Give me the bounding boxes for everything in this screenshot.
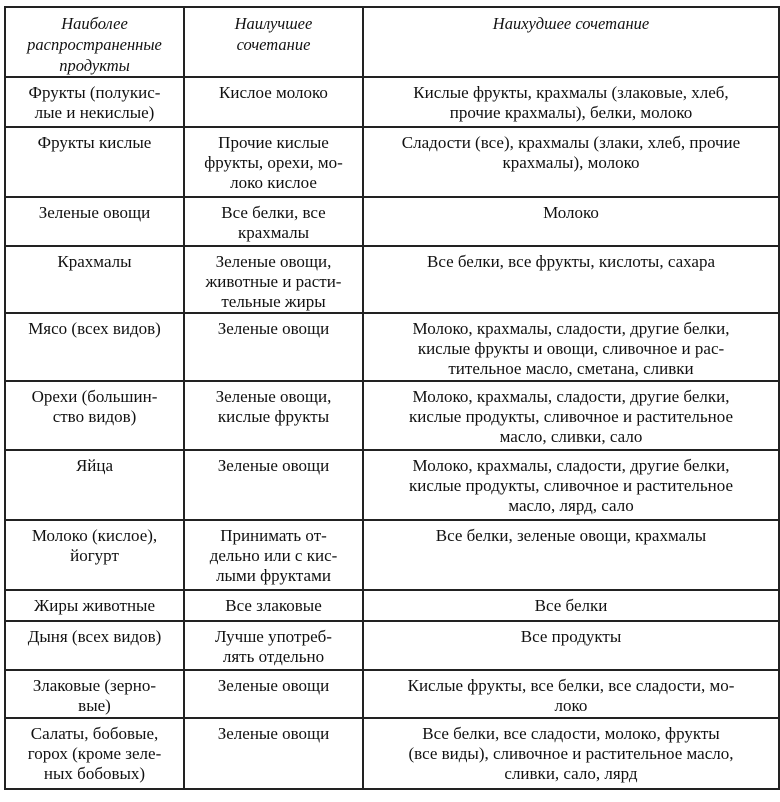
worst-combination-cell: Молоко, крахмалы, сладости, другие белки… (362, 380, 780, 451)
best-combination-cell: Зеленые овощи (183, 449, 364, 521)
product-cell: Мясо (всех видов) (4, 312, 185, 382)
product-cell: Фрукты (полукис- лые и некислые) (4, 76, 185, 128)
table-row: Дыня (всех видов) Лучше употреб- лять отд… (4, 620, 780, 671)
table-row: Крахмалы Зеленые овощи, животные и расти-… (4, 245, 780, 314)
worst-combination-cell: Молоко, крахмалы, сладости, другие белки… (362, 312, 780, 382)
table-row: Фрукты (полукис- лые и некислые) Кислое м… (4, 76, 780, 128)
product-cell: Крахмалы (4, 245, 185, 314)
header-products: Наиболее распространенные продукты (4, 6, 185, 78)
best-combination-cell: Лучше употреб- лять отдельно (183, 620, 364, 671)
product-cell: Фрукты кислые (4, 126, 185, 198)
header-best: Наилучшее сочетание (183, 6, 364, 78)
best-combination-cell: Кислое молоко (183, 76, 364, 128)
table-row: Салаты, бобовые, горох (кроме зеле- ных … (4, 717, 780, 790)
header-row: Наиболее распространенные продукты Наилу… (4, 6, 780, 78)
product-cell: Злаковые (зерно- вые) (4, 669, 185, 719)
worst-combination-cell: Все белки, все сладости, молоко, фрукты … (362, 717, 780, 790)
product-cell: Жиры животные (4, 589, 185, 622)
best-combination-cell: Зеленые овощи, животные и расти- тельные… (183, 245, 364, 314)
best-combination-cell: Все злаковые (183, 589, 364, 622)
table-row: Жиры животные Все злаковые Все белки (4, 589, 780, 622)
worst-combination-cell: Все белки, зеленые овощи, крахмалы (362, 519, 780, 591)
product-cell: Яйца (4, 449, 185, 521)
best-combination-cell: Зеленые овощи (183, 312, 364, 382)
best-combination-cell: Зеленые овощи, кислые фрукты (183, 380, 364, 451)
header-worst: Наихудшее сочетание (362, 6, 780, 78)
product-cell: Орехи (большин- ство видов) (4, 380, 185, 451)
worst-combination-cell: Молоко, крахмалы, сладости, другие белки… (362, 449, 780, 521)
product-cell: Дыня (всех видов) (4, 620, 185, 671)
worst-combination-cell: Сладости (все), крахмалы (злаки, хлеб, п… (362, 126, 780, 198)
table-row: Орехи (большин- ство видов) Зеленые овощи… (4, 380, 780, 451)
product-cell: Молоко (кислое), йогурт (4, 519, 185, 591)
best-combination-cell: Зеленые овощи (183, 669, 364, 719)
worst-combination-cell: Все продукты (362, 620, 780, 671)
table-row: Мясо (всех видов) Зеленые овощи Молоко, кр… (4, 312, 780, 382)
best-combination-cell: Зеленые овощи (183, 717, 364, 790)
table-row: Яйца Зеленые овощи Молоко, крахмалы, сладо… (4, 449, 780, 521)
best-combination-cell: Все белки, все крахмалы (183, 196, 364, 247)
worst-combination-cell: Кислые фрукты, крахмалы (злаковые, хлеб,… (362, 76, 780, 128)
best-combination-cell: Принимать от- дельно или с кис- лыми фру… (183, 519, 364, 591)
product-cell: Зеленые овощи (4, 196, 185, 247)
best-combination-cell: Прочие кислые фрукты, орехи, мо- локо ки… (183, 126, 364, 198)
table-row: Молоко (кислое), йогурт Принимать от- дел… (4, 519, 780, 591)
worst-combination-cell: Молоко (362, 196, 780, 247)
table-row: Фрукты кислые Прочие кислые фрукты, орехи… (4, 126, 780, 198)
table-row: Злаковые (зерно- вые) Зеленые овощи Кислые… (4, 669, 780, 719)
worst-combination-cell: Все белки (362, 589, 780, 622)
worst-combination-cell: Кислые фрукты, все белки, все сладости, … (362, 669, 780, 719)
product-cell: Салаты, бобовые, горох (кроме зеле- ных … (4, 717, 185, 790)
worst-combination-cell: Все белки, все фрукты, кислоты, сахара (362, 245, 780, 314)
food-combination-table: Наиболее распространенные продукты Наилу… (4, 6, 780, 790)
table-row: Зеленые овощи Все белки, все крахмалы Моло… (4, 196, 780, 247)
